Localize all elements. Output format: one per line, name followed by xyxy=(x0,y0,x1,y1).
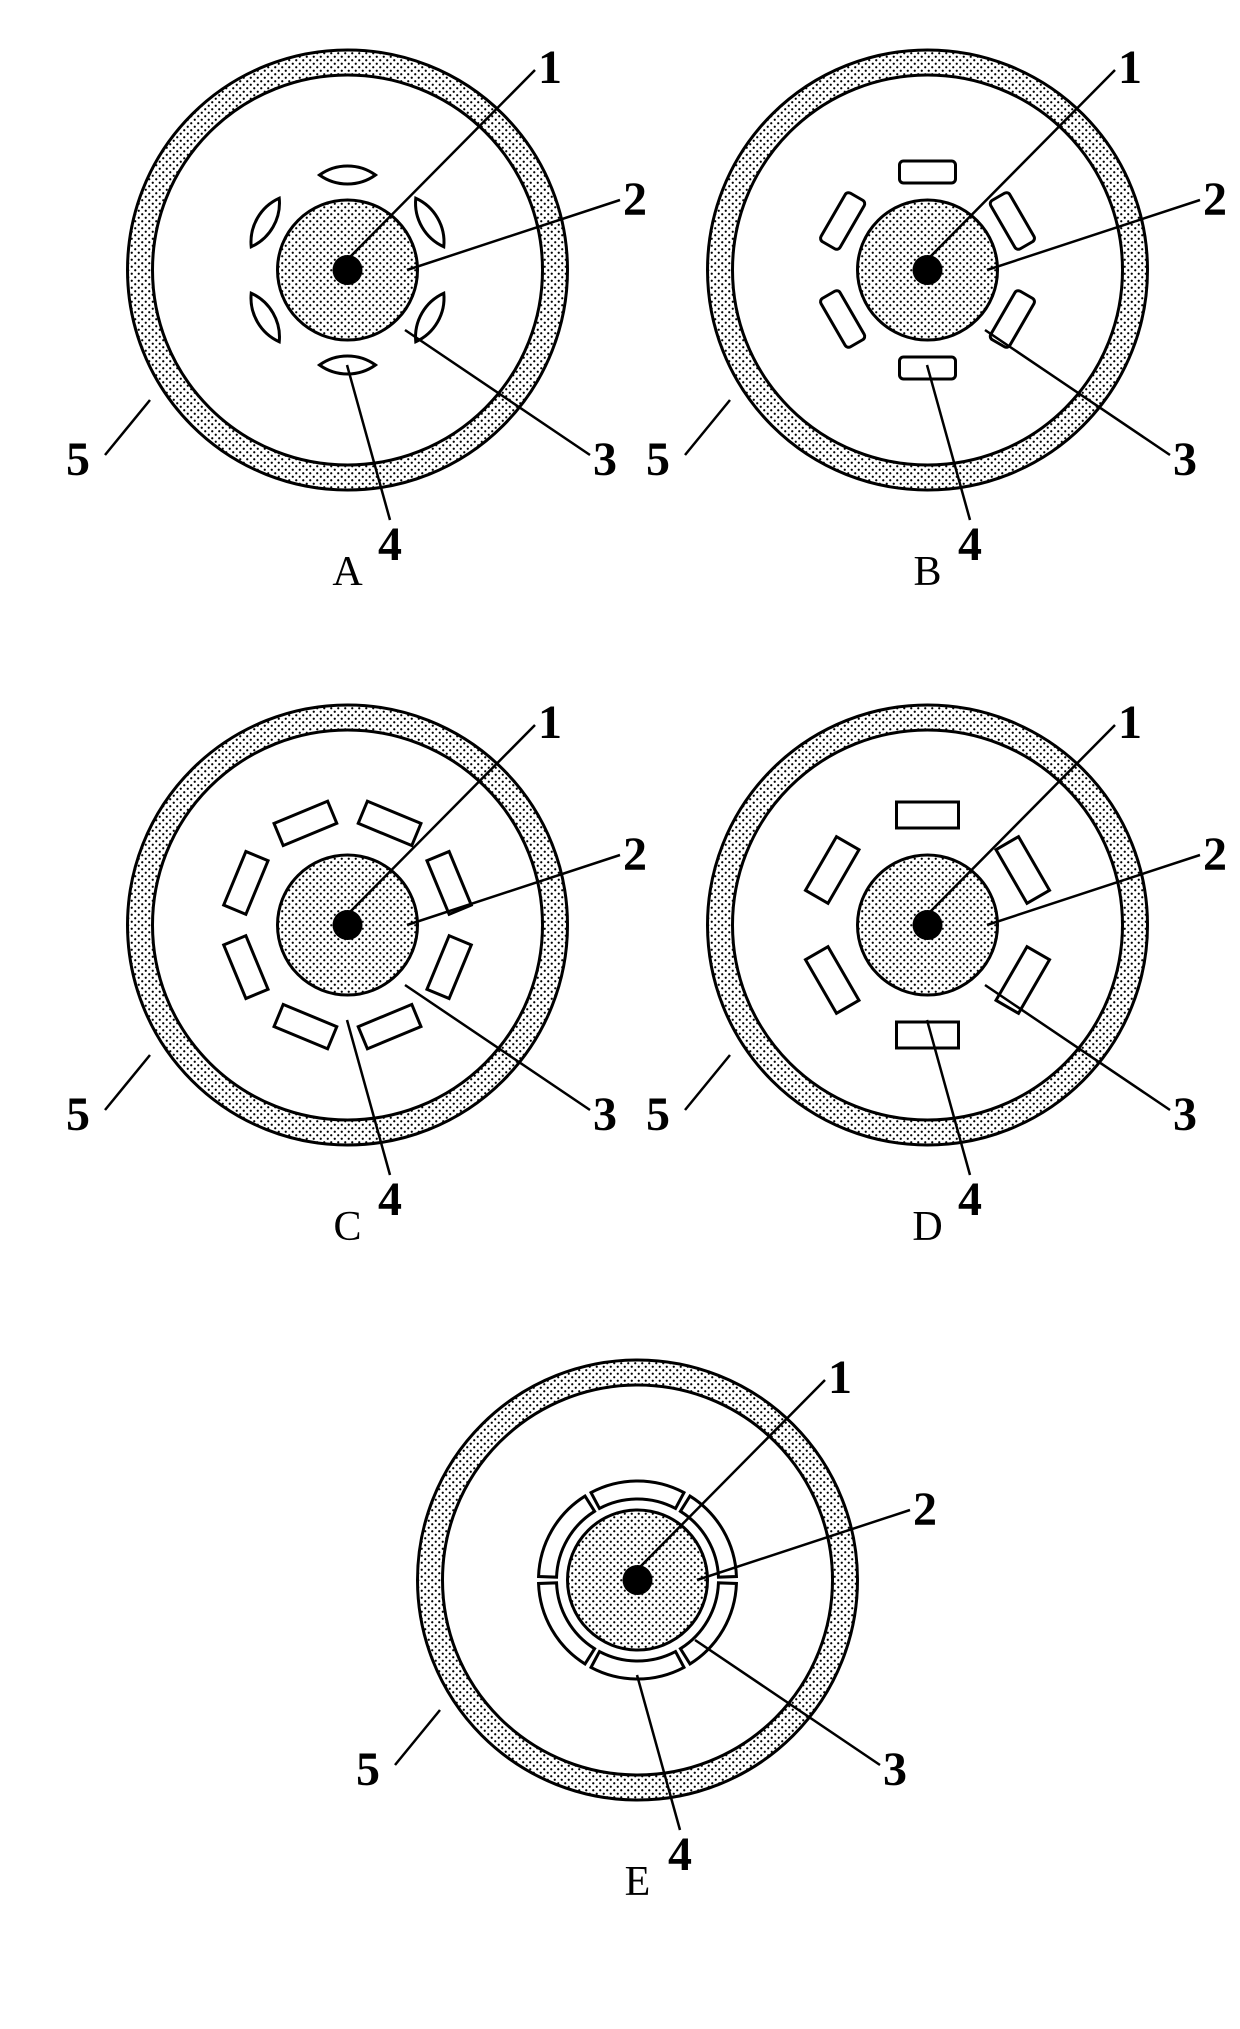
leader-5 xyxy=(685,1055,730,1110)
annotation-number-2: 2 xyxy=(913,1483,937,1536)
leader-3 xyxy=(405,330,590,455)
annotation-number-3: 3 xyxy=(1173,433,1197,486)
panel-label-D: D xyxy=(912,1204,942,1250)
annotation-number-5: 5 xyxy=(66,1088,90,1141)
slot-4 xyxy=(989,289,1036,348)
leader-5 xyxy=(105,1055,150,1110)
slot-1 xyxy=(274,801,337,845)
slot-2 xyxy=(819,289,866,348)
panel-label-B: B xyxy=(913,549,941,595)
annotation-number-5: 5 xyxy=(66,433,90,486)
leader-3 xyxy=(405,985,590,1110)
slot-5 xyxy=(358,1004,421,1048)
leader-4 xyxy=(927,365,970,520)
annotation-number-3: 3 xyxy=(593,433,617,486)
panel-E: 1 2 3 4 5 E xyxy=(356,1351,937,1905)
annotation-number-4: 4 xyxy=(378,1173,402,1226)
slot-4 xyxy=(274,1004,337,1048)
slot-4 xyxy=(996,947,1050,1014)
slot-0 xyxy=(591,1481,684,1508)
slot-0 xyxy=(320,166,376,184)
leader-5 xyxy=(395,1710,440,1765)
annotation-number-5: 5 xyxy=(356,1743,380,1796)
leader-3 xyxy=(695,1640,880,1765)
annotation-number-4: 4 xyxy=(378,518,402,571)
annotation-number-3: 3 xyxy=(593,1088,617,1141)
annotation-number-2: 2 xyxy=(1203,173,1227,226)
leader-5 xyxy=(105,400,150,455)
annotation-number-1: 1 xyxy=(538,696,562,749)
annotation-number-4: 4 xyxy=(668,1828,692,1881)
annotation-number-1: 1 xyxy=(538,41,562,94)
slot-5 xyxy=(996,837,1050,904)
panel-B: 1 2 3 4 5 B xyxy=(646,41,1227,595)
leader-3 xyxy=(985,985,1170,1110)
panel-A: 1 2 3 4 5 A xyxy=(66,41,647,595)
annotation-number-5: 5 xyxy=(646,433,670,486)
slot-1 xyxy=(819,191,866,250)
annotation-number-1: 1 xyxy=(1118,41,1142,94)
slot-2 xyxy=(243,289,287,346)
annotation-number-1: 1 xyxy=(828,1351,852,1404)
annotation-number-3: 3 xyxy=(1173,1088,1197,1141)
leader-3 xyxy=(985,330,1170,455)
diagram-page: 1 2 3 4 5 A 1 2 3 4 5 B 1 2 3 4 5 C 1 2 3 4 5 D 1 2 3 4 5 E xyxy=(0,0,1240,2029)
leader-4 xyxy=(347,365,390,520)
slot-1 xyxy=(243,194,287,251)
panel-label-C: C xyxy=(333,1204,361,1250)
slot-5 xyxy=(408,194,452,251)
annotation-number-3: 3 xyxy=(883,1743,907,1796)
slot-6 xyxy=(427,936,471,999)
panel-label-A: A xyxy=(332,549,363,595)
annotation-number-1: 1 xyxy=(1118,696,1142,749)
slot-2 xyxy=(805,947,859,1014)
slot-0 xyxy=(900,161,956,183)
slot-0 xyxy=(897,802,959,828)
annotation-number-2: 2 xyxy=(623,173,647,226)
annotation-number-4: 4 xyxy=(958,518,982,571)
slot-0 xyxy=(358,801,421,845)
slot-5 xyxy=(989,191,1036,250)
leader-4 xyxy=(637,1675,680,1830)
panel-C: 1 2 3 4 5 C xyxy=(66,696,647,1250)
annotation-number-2: 2 xyxy=(623,828,647,881)
slot-1 xyxy=(805,837,859,904)
leader-5 xyxy=(685,400,730,455)
panel-D: 1 2 3 4 5 D xyxy=(646,696,1227,1250)
slot-3 xyxy=(224,936,268,999)
slot-2 xyxy=(224,852,268,915)
annotation-number-4: 4 xyxy=(958,1173,982,1226)
annotation-number-5: 5 xyxy=(646,1088,670,1141)
panel-label-E: E xyxy=(625,1859,651,1905)
annotation-number-2: 2 xyxy=(1203,828,1227,881)
